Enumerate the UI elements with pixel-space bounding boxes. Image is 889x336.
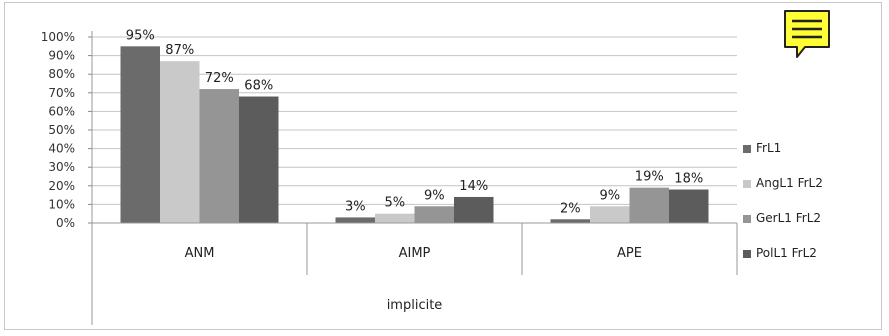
bar bbox=[454, 196, 494, 223]
y-tick-label: 50% bbox=[48, 123, 75, 137]
y-tick-label: 100% bbox=[41, 30, 75, 44]
bar bbox=[629, 187, 669, 223]
y-axis-ticks: 0% 10% 20% 30% 40% 50% 60% 70% 80% 90% 100% bbox=[41, 30, 92, 230]
data-label: 5% bbox=[384, 196, 405, 211]
axes bbox=[91, 31, 738, 325]
legend-label: GerL1 FrL2 bbox=[756, 211, 822, 225]
bars bbox=[120, 46, 709, 224]
legend-item-frl1: FrL1 bbox=[743, 141, 883, 159]
category-label: APE bbox=[617, 246, 642, 261]
group-label: implicite bbox=[387, 298, 443, 313]
legend-label: PolL1 FrL2 bbox=[756, 246, 817, 260]
bar bbox=[120, 46, 160, 223]
y-tick-label: 30% bbox=[48, 160, 75, 174]
data-label: 68% bbox=[244, 79, 273, 94]
data-label: 87% bbox=[165, 43, 194, 58]
data-label: 9% bbox=[599, 188, 620, 203]
data-label: 72% bbox=[205, 71, 234, 86]
legend-swatch bbox=[743, 180, 751, 188]
legend-swatch bbox=[743, 250, 751, 258]
data-label: 18% bbox=[674, 172, 703, 187]
bar bbox=[160, 61, 200, 224]
bar-chart: 0% 10% 20% 30% 40% 50% 60% 70% 80% 90% 100% 95% 87%… bbox=[41, 28, 738, 325]
legend-label: AngL1 FrL2 bbox=[756, 176, 823, 190]
data-label: 19% bbox=[635, 170, 664, 185]
y-tick-label: 60% bbox=[48, 104, 75, 118]
bar bbox=[414, 206, 454, 223]
category-labels: ANM AIMP APE implicite bbox=[185, 246, 642, 313]
data-label: 95% bbox=[126, 28, 155, 43]
bar bbox=[669, 189, 709, 223]
category-label: ANM bbox=[185, 246, 215, 261]
y-tick-label: 10% bbox=[48, 197, 75, 211]
y-tick-label: 80% bbox=[48, 67, 75, 81]
category-label: AIMP bbox=[399, 246, 431, 261]
data-label: 14% bbox=[459, 179, 488, 194]
bar bbox=[199, 89, 239, 223]
chart-frame: 0% 10% 20% 30% 40% 50% 60% 70% 80% 90% 100% 95% 87%… bbox=[4, 2, 882, 330]
y-tick-label: 90% bbox=[48, 49, 75, 63]
y-tick-label: 20% bbox=[48, 179, 75, 193]
data-labels: 95% 87% 72% 68% 3% 5% 9% 14% 2% 9% 19% 18% bbox=[126, 28, 703, 216]
bar bbox=[375, 213, 415, 223]
bar bbox=[590, 206, 630, 223]
legend-swatch bbox=[743, 215, 751, 223]
bar bbox=[239, 96, 279, 223]
y-tick-label: 70% bbox=[48, 86, 75, 100]
y-tick-label: 40% bbox=[48, 142, 75, 156]
sticky-note-icon[interactable] bbox=[783, 9, 833, 63]
legend-item-poll1-frl2: PolL1 FrL2 bbox=[743, 246, 883, 264]
legend-swatch bbox=[743, 145, 751, 153]
data-label: 3% bbox=[345, 199, 366, 214]
bar bbox=[550, 219, 590, 223]
y-tick-label: 0% bbox=[56, 216, 75, 230]
data-label: 2% bbox=[560, 201, 581, 216]
legend-item-gerl1-frl2: GerL1 FrL2 bbox=[743, 211, 883, 229]
bar bbox=[335, 217, 375, 223]
legend-item-angl1-frl2: AngL1 FrL2 bbox=[743, 176, 883, 194]
legend: FrL1 AngL1 FrL2 GerL1 FrL2 PolL1 FrL2 bbox=[743, 141, 883, 281]
legend-label: FrL1 bbox=[756, 141, 782, 155]
data-label: 9% bbox=[424, 188, 445, 203]
